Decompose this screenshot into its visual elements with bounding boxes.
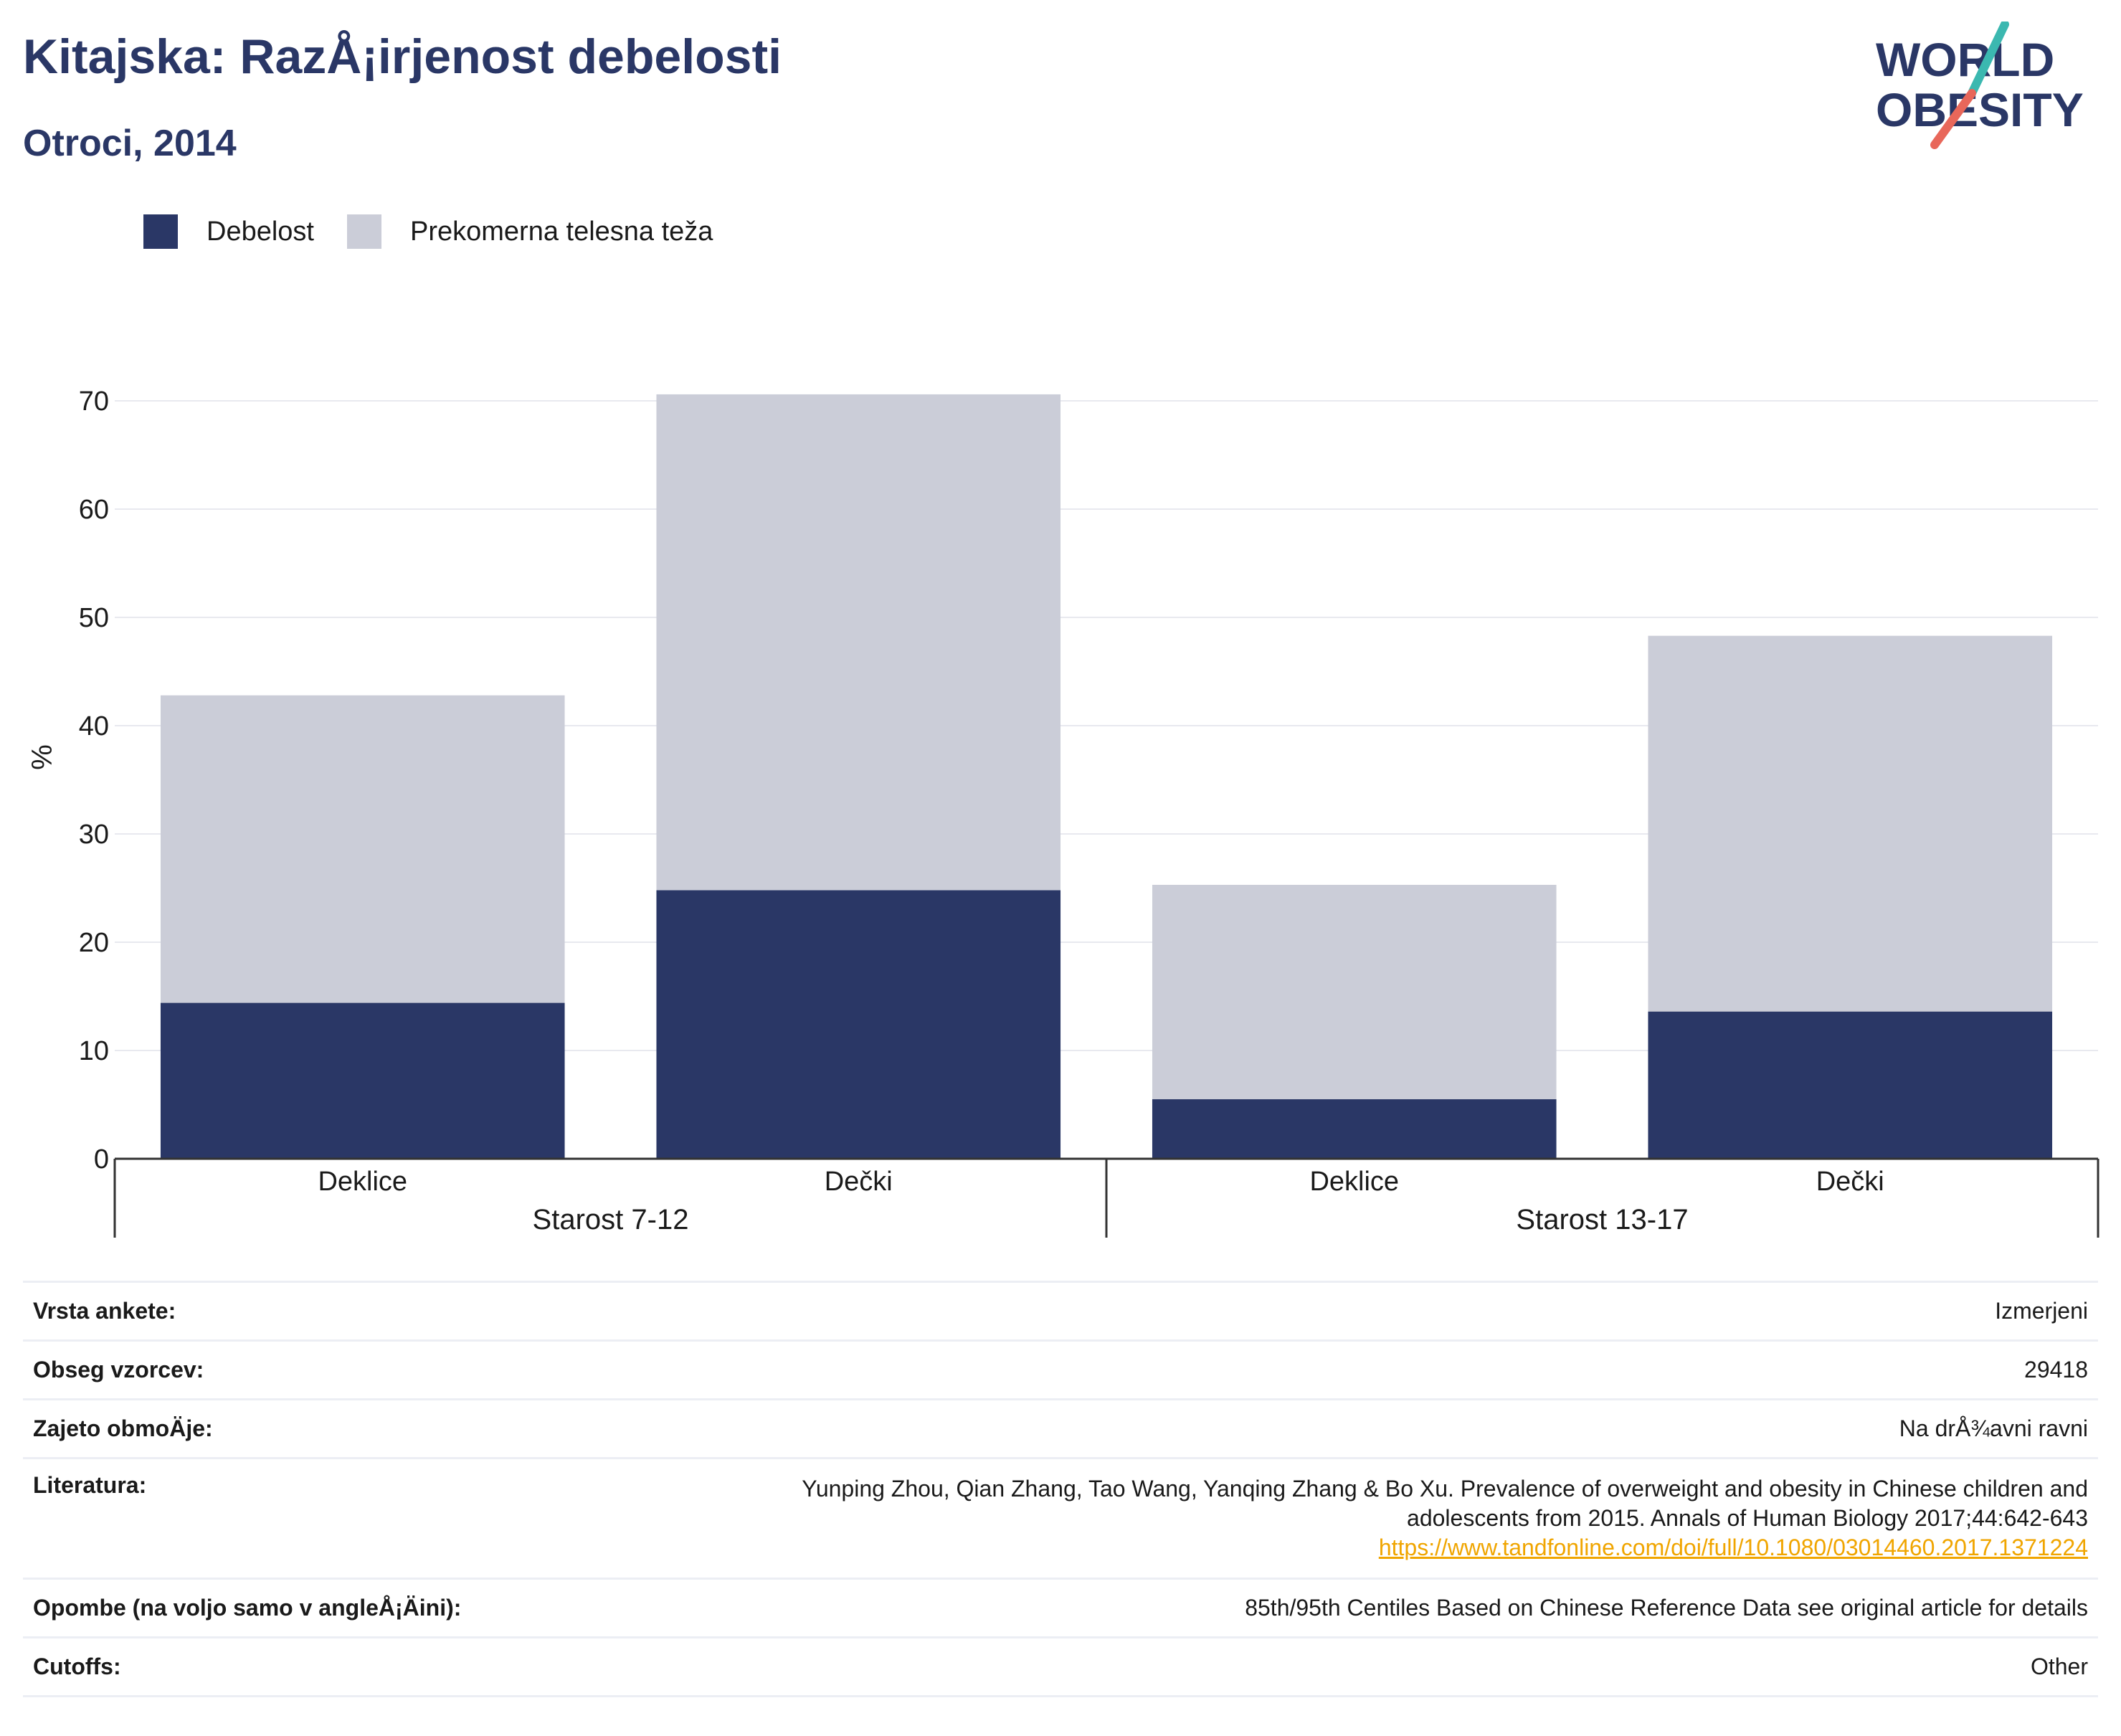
logo-slash-coral: [1930, 89, 1976, 149]
info-row: Cutoffs: Other: [23, 1637, 2098, 1697]
y-axis-label: %: [27, 744, 58, 770]
y-tick-label: 50: [79, 603, 109, 633]
bar-debelost: [1648, 1011, 2053, 1159]
x-tick-label: Dečki: [1816, 1167, 1884, 1197]
stacked-bar-chart: 0 10 20 30 40 50 60 70% Deklice Dečki Deklice Dečki…: [27, 386, 2099, 1238]
info-value: Izmerjeni: [588, 1281, 2098, 1342]
info-label: Opombe (na voljo samo v angleÅ¡Äini):: [23, 1578, 588, 1638]
x-tick-label: Dečki: [825, 1167, 893, 1197]
bar-debelost: [1152, 1099, 1557, 1159]
info-label: Vrsta ankete:: [23, 1281, 588, 1342]
x-tick-label: Deklice: [1309, 1167, 1399, 1197]
info-label: Obseg vzorcev:: [23, 1340, 588, 1400]
group-label: Starost 13-17: [1516, 1204, 1688, 1235]
x-tick-label: Deklice: [318, 1167, 407, 1197]
world-obesity-logo[interactable]: WORLD OBESITY: [1864, 22, 2108, 151]
legend-item-prekomerna[interactable]: Prekomerna telesna teža: [346, 214, 713, 249]
logo-slash-teal: [1968, 22, 2009, 98]
y-tick-label: 30: [79, 820, 109, 850]
y-tick-label: 40: [79, 711, 109, 741]
info-value: 29418: [588, 1340, 2098, 1400]
reference-line: Yunping Zhou, Qian Zhang, Tao Wang, Yanq…: [802, 1476, 2088, 1502]
legend-item-debelost[interactable]: Debelost: [143, 214, 314, 249]
reference-line: adolescents from 2015. Annals of Human B…: [1407, 1505, 2088, 1531]
bar-prekomerna: [1648, 635, 2053, 1012]
legend-label-debelost: Debelost: [207, 216, 314, 247]
y-tick-label: 10: [79, 1036, 109, 1066]
legend-swatch-debelost: [143, 214, 178, 249]
bar-debelost: [160, 1002, 565, 1159]
info-row: Literatura: Yunping Zhou, Qian Zhang, Tao…: [23, 1458, 2098, 1580]
info-value: Other: [588, 1637, 2098, 1697]
info-row: Zajeto obmoÄje: Na drÅ¾avni ravni: [23, 1399, 2098, 1459]
y-tick-label: 60: [79, 495, 109, 525]
logo-text-world: WORLD: [1876, 33, 2054, 86]
info-label: Zajeto obmoÄje:: [23, 1399, 588, 1459]
chart-legend: Debelost Prekomerna telesna teža: [143, 212, 746, 251]
info-label: Cutoffs:: [23, 1637, 588, 1697]
legend-label-prekomerna: Prekomerna telesna teža: [409, 216, 713, 247]
info-row: Obseg vzorcev: 29418: [23, 1340, 2098, 1400]
y-tick-label: 70: [79, 386, 109, 417]
reference-link[interactable]: https://www.tandfonline.com/doi/full/10.…: [1378, 1535, 2088, 1560]
info-row: Opombe (na voljo samo v angleÅ¡Äini): 85t…: [23, 1578, 2098, 1638]
legend-swatch-prekomerna: [346, 214, 381, 249]
info-value: Yunping Zhou, Qian Zhang, Tao Wang, Yanq…: [588, 1458, 2098, 1580]
chart-subtitle: Otroci, 2014: [23, 123, 237, 164]
bar-prekomerna: [160, 695, 565, 1003]
info-value: Na drÅ¾avni ravni: [588, 1399, 2098, 1459]
info-row: Vrsta ankete: Izmerjeni: [23, 1281, 2098, 1342]
logo-text-obesity: OBESITY: [1876, 83, 2084, 136]
info-value: 85th/95th Centiles Based on Chinese Refe…: [588, 1578, 2098, 1638]
bar-debelost: [656, 890, 1061, 1159]
survey-info-table: Vrsta ankete: Izmerjeni Obseg vzorcev: 2941…: [23, 1281, 2098, 1697]
y-tick-label: 0: [94, 1144, 109, 1175]
bar-prekomerna: [1152, 884, 1557, 1099]
group-label: Starost 7-12: [533, 1204, 689, 1235]
y-tick-label: 20: [79, 928, 109, 958]
info-label: Literatura:: [23, 1458, 588, 1580]
chart-title: Kitajska: RazÅ¡irjenost debelosti: [23, 29, 782, 84]
bar-prekomerna: [656, 394, 1061, 891]
